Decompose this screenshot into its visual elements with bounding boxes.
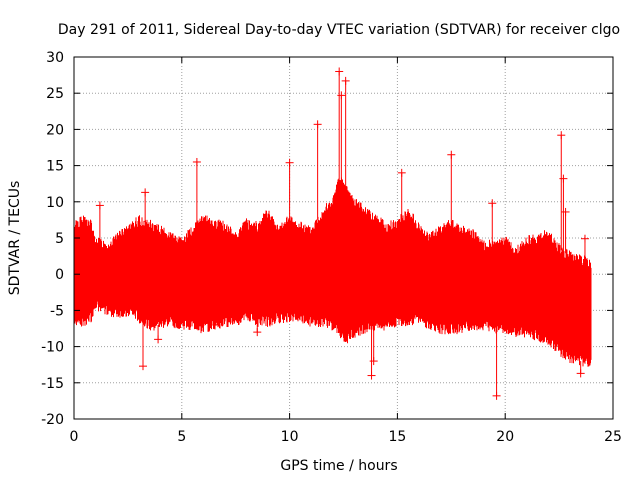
- y-tick-label: -5: [50, 303, 64, 319]
- x-tick-label: 25: [604, 429, 622, 445]
- x-tick-label: 20: [496, 429, 514, 445]
- y-tick-label: 0: [55, 267, 64, 283]
- y-axis-label: SDTVAR / TECUs: [7, 181, 23, 296]
- y-tick-label: 15: [46, 159, 64, 175]
- y-tick-label: 5: [55, 231, 64, 247]
- chart-title: Day 291 of 2011, Sidereal Day-to-day VTE…: [58, 22, 620, 38]
- y-tick-label: -10: [41, 340, 64, 356]
- x-tick-label: 15: [388, 429, 406, 445]
- y-tick-label: -20: [41, 412, 64, 428]
- x-tick-label: 0: [70, 429, 79, 445]
- x-axis-label: GPS time / hours: [280, 458, 397, 474]
- tick-labels: 0 5 10 15 20 25 -20 -15 -10 -5 0 5 10 15 20 25 30: [41, 50, 622, 445]
- data-series: [73, 67, 592, 400]
- y-tick-label: 25: [46, 86, 64, 102]
- y-tick-label: -15: [41, 376, 64, 392]
- y-tick-label: 10: [46, 195, 64, 211]
- y-tick-label: 30: [46, 50, 64, 66]
- axis-ticks: [73, 56, 614, 420]
- x-tick-label: 10: [281, 429, 299, 445]
- x-tick-label: 5: [177, 429, 186, 445]
- y-tick-label: 20: [46, 122, 64, 138]
